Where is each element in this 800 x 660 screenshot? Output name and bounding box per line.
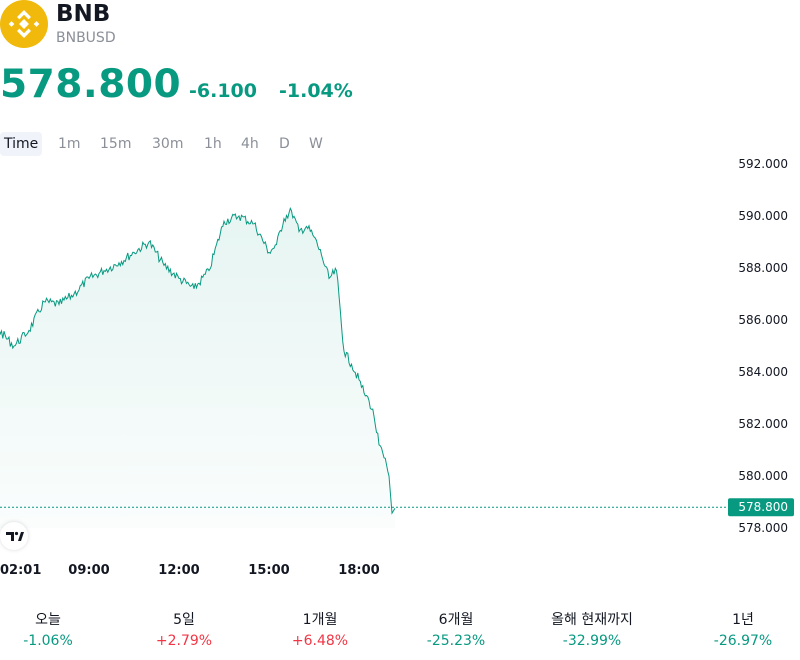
stat-value: +6.48% <box>291 633 349 649</box>
x-tick-label: 15:00 <box>248 563 289 578</box>
last-price: 578.800 <box>0 62 182 107</box>
price-chart[interactable]: 592.000 590.000 588.000 586.000 584.000 582.0… <box>0 158 800 588</box>
tab-time[interactable]: Time <box>0 132 43 156</box>
stat-value: -1.06% <box>23 633 73 649</box>
tab-1m[interactable]: 1m <box>58 136 81 152</box>
price-change: -6.100 <box>189 80 257 102</box>
x-tick-label: 09:00 <box>68 563 109 578</box>
stat-label: 1개월 <box>302 612 338 628</box>
tab-w[interactable]: W <box>309 136 323 152</box>
symbol-header: BNB BNBUSD <box>0 0 800 50</box>
symbol-name: BNB <box>56 1 111 27</box>
performance-stats: 오늘 -1.06% 5일 +2.79% 1개월 +6.48% 6개월 -25.2… <box>0 610 800 654</box>
stat-label: 6개월 <box>438 612 474 628</box>
stat-label: 5일 <box>173 612 195 628</box>
price-line <box>0 207 396 515</box>
x-tick-label: 18:00 <box>338 563 379 578</box>
tradingview-logo-icon[interactable] <box>0 522 28 550</box>
stat-today[interactable]: 오늘 -1.06% <box>0 610 108 652</box>
stat-value: +2.79% <box>155 633 213 649</box>
stat-value: -25.23% <box>426 633 486 649</box>
tab-30m[interactable]: 30m <box>152 136 184 152</box>
stat-1-month[interactable]: 1개월 +6.48% <box>260 610 380 652</box>
stat-value: -26.97% <box>713 633 773 649</box>
stat-5-day[interactable]: 5일 +2.79% <box>124 610 244 652</box>
stat-value: -32.99% <box>562 633 622 649</box>
stat-ytd[interactable]: 올해 현재까지 -32.99% <box>532 610 652 652</box>
last-price-badge <box>728 498 794 517</box>
symbol-pair: BNBUSD <box>56 30 116 46</box>
y-tick-label: 586.000 <box>738 313 788 327</box>
bnb-logo-icon <box>0 0 48 48</box>
stat-6-month[interactable]: 6개월 -25.23% <box>396 610 516 652</box>
y-tick-label: 580.000 <box>738 469 788 483</box>
y-tick-label: 590.000 <box>738 209 788 223</box>
y-tick-label: 584.000 <box>738 365 788 379</box>
price-area-fill <box>0 208 395 528</box>
y-tick-label: 588.000 <box>738 261 788 275</box>
tab-1h[interactable]: 1h <box>204 136 222 152</box>
y-tick-label: 582.000 <box>738 417 788 431</box>
price-chart-svg: 592.000 590.000 588.000 586.000 584.000 582.0… <box>0 158 794 578</box>
stat-1-year[interactable]: 1년 -26.97% <box>683 610 800 652</box>
stat-label: 올해 현재까지 <box>551 612 633 628</box>
tab-d[interactable]: D <box>279 136 290 152</box>
y-tick-label: 592.000 <box>738 158 788 171</box>
stat-label: 오늘 <box>35 612 61 628</box>
tab-4h[interactable]: 4h <box>241 136 259 152</box>
stat-label: 1년 <box>732 612 754 628</box>
price-change-percent: -1.04% <box>279 80 353 102</box>
x-tick-label: 02:01 <box>0 563 41 578</box>
last-price-badge-label: 578.800 <box>738 500 788 514</box>
x-tick-label: 12:00 <box>158 563 199 578</box>
y-tick-label: 578.000 <box>738 521 788 535</box>
tab-15m[interactable]: 15m <box>100 136 132 152</box>
